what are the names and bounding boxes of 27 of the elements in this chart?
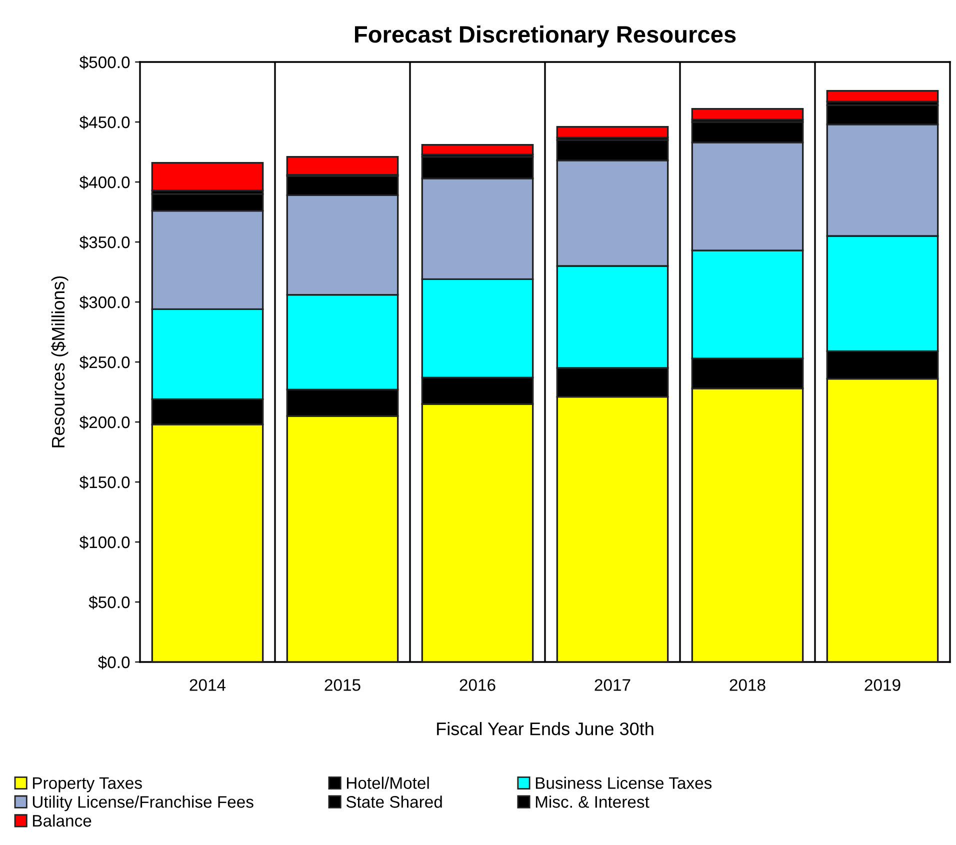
y-tick-label: $250.0 [79, 356, 130, 370]
legend-label: Balance [33, 814, 92, 827]
y-tick-label: $400.0 [79, 176, 130, 190]
x-tick-label: 2014 [190, 679, 226, 691]
x-tick-label: 2018 [730, 679, 766, 691]
y-tick-label: $350.0 [79, 236, 130, 250]
x-tick-label: 2017 [594, 679, 630, 691]
legend-label: Misc. & Interest [536, 796, 650, 808]
y-tick-label: $100.0 [79, 536, 130, 550]
legend-label: State Shared [346, 796, 442, 808]
y-tick-label: $0.0 [98, 656, 130, 670]
legend-label: Hotel/Motel [346, 776, 429, 789]
x-tick-label: 2019 [864, 679, 900, 691]
y-tick-label: $450.0 [79, 116, 130, 130]
x-axis-title: Fiscal Year Ends June 30th [437, 722, 654, 736]
x-tick-label: 2016 [460, 679, 496, 691]
y-tick-label: $150.0 [79, 476, 130, 490]
x-tick-label: 2015 [324, 679, 360, 691]
chart-title: Forecast Discretionary Resources [354, 25, 736, 48]
y-tick-label: $200.0 [79, 416, 130, 430]
y-axis-title: Resources ($Millions) [51, 276, 68, 448]
legend-label: Utility License/Franchise Fees [32, 796, 254, 812]
y-tick-label: $50.0 [88, 596, 130, 610]
y-tick-label: $300.0 [79, 296, 130, 310]
y-tick-label: $500.0 [79, 56, 130, 70]
legend-label: Business License Taxes [536, 776, 712, 789]
legend-label: Property Taxes [33, 777, 142, 792]
